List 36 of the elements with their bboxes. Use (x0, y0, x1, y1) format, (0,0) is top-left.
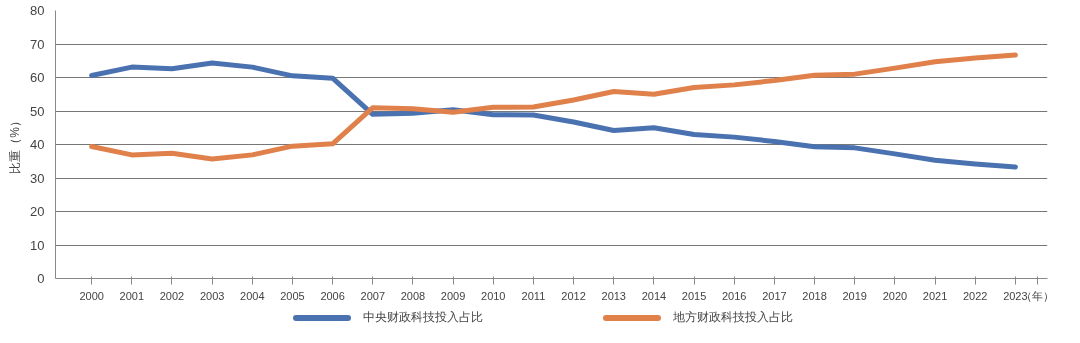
x-tick-label: 2017 (762, 289, 787, 302)
x-tick-label: 2016 (722, 289, 747, 302)
x-tick-label: 2002 (159, 289, 185, 302)
x-tick-label: 2009 (440, 289, 466, 302)
x-tick-label: 2022 (962, 289, 988, 302)
y-tick-label: 0 (37, 271, 45, 286)
x-tick-label: 2010 (481, 289, 506, 302)
y-tick-label: 20 (30, 204, 45, 219)
x-tick-label: 2023 (1003, 289, 1028, 302)
y-tick-label: 80 (30, 3, 45, 18)
x-tick-label: 2003 (199, 289, 225, 302)
y-tick-label: 60 (30, 70, 45, 85)
x-tick-label: 2014 (641, 289, 667, 302)
y-axis-title: 比重（%） (8, 115, 23, 174)
x-tick-label: 2005 (280, 289, 305, 302)
x-tick-label: 2015 (681, 289, 707, 302)
legend-label: 地方财政科技投入占比 (672, 309, 793, 327)
x-tick-label: 2013 (601, 289, 626, 302)
x-tick-label: 2006 (320, 289, 345, 302)
x-tick-label: 2018 (802, 289, 827, 302)
x-tick-label: 2020 (882, 289, 908, 302)
legend-label: 中央财政科技投入占比 (362, 309, 483, 327)
x-tick-label: 2012 (561, 289, 586, 302)
x-tick-label: 2008 (400, 289, 426, 302)
y-tick-label: 40 (30, 137, 45, 152)
x-tick-label: 2011 (521, 289, 546, 302)
x-tick-label: 2001 (119, 289, 145, 302)
x-tick-label: 2000 (79, 289, 104, 302)
x-tick-label: 2019 (842, 289, 867, 302)
x-tick-label: 2021 (922, 289, 948, 302)
x-tick-label: 2007 (360, 289, 386, 302)
x-tick-label: 2004 (240, 289, 265, 302)
y-tick-label: 30 (30, 170, 45, 186)
y-tick-label: 10 (30, 237, 45, 253)
y-tick-label: 50 (30, 103, 45, 119)
y-tick-label: 70 (30, 36, 45, 52)
